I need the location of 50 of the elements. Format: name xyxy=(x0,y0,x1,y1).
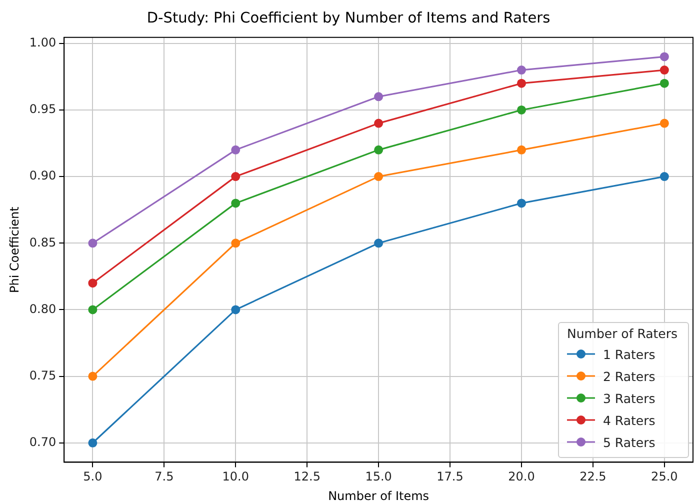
legend-label: 5 Raters xyxy=(603,434,656,450)
x-tick-label: 10.0 xyxy=(222,470,249,484)
y-tick-label: 0.90 xyxy=(29,168,56,183)
y-tick-label: 1.00 xyxy=(29,36,56,50)
legend-title: Number of Raters xyxy=(567,326,679,342)
point xyxy=(88,238,98,248)
y-tick-label: 0.85 xyxy=(29,235,56,250)
point xyxy=(88,438,98,448)
legend-label: 2 Raters xyxy=(603,368,656,384)
legend-label: 1 Raters xyxy=(603,346,656,362)
point xyxy=(231,172,240,182)
point xyxy=(374,145,384,154)
y-tick-label: 0.80 xyxy=(29,302,56,316)
point xyxy=(231,145,240,154)
point xyxy=(516,198,526,208)
legend-label: 3 Raters xyxy=(603,390,656,406)
y-axis-title: Phi Coefficient xyxy=(7,206,22,293)
x-tick-label: 22.5 xyxy=(580,470,606,484)
x-tick-label: 15.0 xyxy=(365,470,392,484)
point xyxy=(231,198,240,208)
point xyxy=(660,66,669,75)
point xyxy=(516,66,526,75)
point xyxy=(374,118,384,128)
chart-title: D-Study: Phi Coefficient by Number of Items and Raters xyxy=(146,10,550,26)
x-tick-label: 7.5 xyxy=(154,470,174,484)
point xyxy=(374,92,384,102)
x-tick-label: 5.0 xyxy=(83,470,102,484)
y-tick-label: 0.70 xyxy=(29,435,56,450)
point xyxy=(660,172,669,182)
legend-label: 4 Raters xyxy=(603,412,656,428)
point xyxy=(660,78,669,88)
x-tick-label: 12.5 xyxy=(294,470,320,484)
point xyxy=(231,305,240,314)
y-tick-label: 0.75 xyxy=(29,368,56,382)
y-tick-label: 0.95 xyxy=(29,102,56,116)
point xyxy=(516,145,526,154)
point xyxy=(516,105,526,114)
point xyxy=(88,278,98,288)
x-tick-label: 17.5 xyxy=(436,470,464,484)
point xyxy=(374,172,384,182)
x-axis-title: Number of Items xyxy=(328,488,430,503)
point xyxy=(88,372,98,381)
point xyxy=(660,52,669,62)
point xyxy=(231,238,240,248)
point xyxy=(516,78,526,88)
point xyxy=(374,238,384,248)
point xyxy=(660,118,669,128)
x-tick-label: 25.0 xyxy=(651,470,678,484)
point xyxy=(88,305,98,314)
x-tick-label: 20.0 xyxy=(508,470,535,484)
